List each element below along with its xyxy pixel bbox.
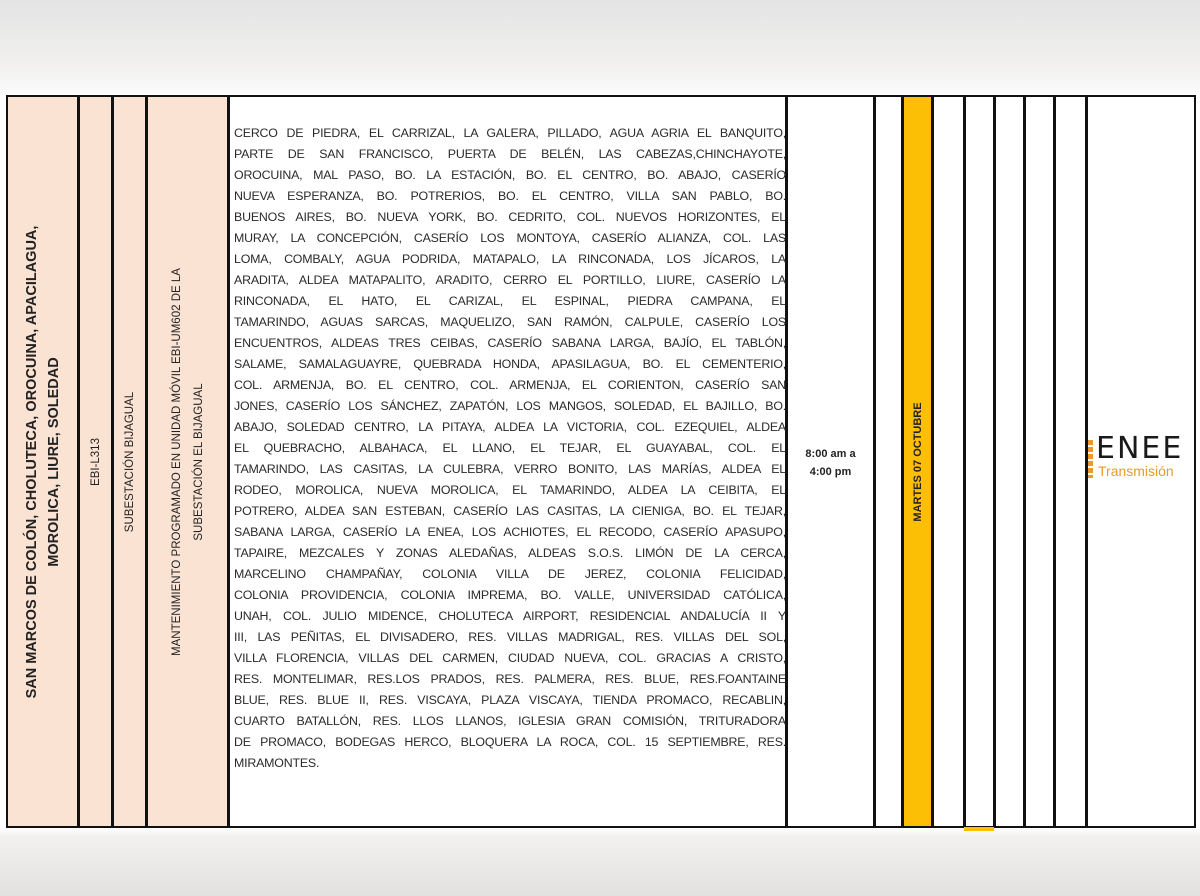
affected-areas-text: CERCO DE PIEDRA, EL CARRIZAL, LA GALERA,… [234, 123, 786, 774]
areas-line: COL. ARMENJA, BO. EL CENTRO, COL. ARMENJ… [234, 378, 786, 392]
areas-line: SALAME, SAMALAGUAYRE, QUEBRADA HONDA, AP… [234, 357, 786, 371]
circuit-cell: EBI-L313 [80, 97, 114, 826]
outage-table: SAN MARCOS DE COLÓN, CHOLUTECA, OROCUINA… [6, 95, 1196, 828]
date-cell: MARTES 07 OCTUBRE [904, 97, 934, 826]
areas-line: COLONIA PROVIDENCIA, COLONIA IMPREMA, BO… [234, 588, 786, 602]
areas-line: RINCONADA, EL HATO, EL CARIZAL, EL ESPIN… [234, 294, 786, 308]
areas-line: NUEVA ESPERANZA, BO. POTRERIOS, BO. EL C… [234, 189, 786, 203]
reason-cell: MANTENIMIENTO PROGRAMADO EN UNIDAD MÓVIL… [148, 97, 230, 826]
sectors-line: MOROLICA, LIURE, SOLEDAD [45, 356, 62, 567]
empty-cell [934, 97, 966, 826]
sectors-line: SAN MARCOS DE COLÓN, CHOLUTECA, OROCUINA… [23, 225, 40, 698]
sectors-cell: SAN MARCOS DE COLÓN, CHOLUTECA, OROCUINA… [8, 97, 80, 826]
circuit-code: EBI-L313 [89, 437, 102, 486]
empty-cell [996, 97, 1026, 826]
areas-line: ARADITA, ALDEA MATAPALITO, ARADITO, CERR… [234, 273, 786, 287]
areas-line: POTRERO, ALDEA SAN ESTEBAN, CASERÍO LAS … [234, 504, 786, 518]
areas-line: ENCUENTROS, ALDEAS TRES CEIBAS, CASERÍO … [234, 336, 786, 350]
areas-line: BUENOS AIRES, BO. NUEVA YORK, BO. CEDRIT… [234, 210, 786, 224]
areas-line: CERCO DE PIEDRA, EL CARRIZAL, LA GALERA,… [234, 126, 786, 140]
areas-line: TAPAIRE, MEZCALES Y ZONAS ALEDAÑAS, ALDE… [234, 546, 786, 560]
areas-line: UNAH, COL. JULIO MIDENCE, CHOLUTECA AIRP… [234, 609, 786, 623]
time-end: 4:00 pm [809, 466, 852, 478]
logo-subtitle: Transmisión [1098, 463, 1174, 479]
areas-cell [230, 97, 788, 826]
areas-line: TAMARINDO, AGUAS SARCAS, MAQUELIZO, SAN … [234, 315, 786, 329]
empty-cell [876, 97, 904, 826]
areas-line: TAMARINDO, LAS CASITAS, LA CULEBRA, VERR… [234, 462, 786, 476]
areas-line: EL QUEBRACHO, ALBAHACA, EL LLANO, EL TEJ… [234, 441, 786, 455]
areas-line: III, LAS PEÑITAS, EL DIVISADERO, RES. VI… [234, 630, 786, 644]
areas-line: BLUE, RES. BLUE II, RES. VISCAYA, PLAZA … [234, 693, 786, 707]
time-cell: 8:00 am a 4:00 pm [788, 97, 876, 826]
empty-cell [966, 97, 996, 826]
areas-line: PARTE DE SAN FRANCISCO, PUERTA DE BELÉN,… [234, 147, 786, 161]
areas-line: CUARTO BATALLÓN, RES. LLOS LLANOS, IGLES… [234, 714, 786, 728]
substation-name: SUBESTACIÓN BIJAGUAL [123, 391, 136, 532]
time-start: 8:00 am a [805, 448, 856, 460]
empty-cell [1026, 97, 1056, 826]
areas-line: DE PROMACO, BODEGAS HERCO, BLOQUERA LA R… [234, 735, 786, 749]
areas-line: JONES, CASERÍO LOS SÁNCHEZ, ZAPATÓN, LOS… [234, 399, 786, 413]
reason-line: MANTENIMIENTO PROGRAMADO EN UNIDAD MÓVIL… [170, 267, 183, 656]
areas-line: OROCUINA, MAL PASO, BO. LA ESTACIÓN, BO.… [234, 168, 786, 182]
substation-cell: SUBESTACIÓN BIJAGUAL [114, 97, 148, 826]
date-label: MARTES 07 OCTUBRE [911, 401, 924, 522]
areas-line: RODEO, MOROLICA, NUEVA MOROLICA, EL TAMA… [234, 483, 786, 497]
areas-line: RES. MONTELIMAR, RES.LOS PRADOS, RES. PA… [234, 672, 786, 686]
areas-line: MURAY, LA CONCEPCIÓN, CASERÍO LOS MONTOY… [234, 231, 786, 245]
logo-mark-icon [1088, 440, 1093, 478]
reason-line: SUBESTACIÓN EL BIJAGUAL [192, 382, 205, 541]
areas-line: MIRAMONTES. [234, 756, 320, 770]
areas-line: LOMA, COMBALY, AGUA PODRIDA, MATAPALO, L… [234, 252, 786, 266]
areas-line: VILLA FLORENCIA, VILLAS DEL CARMEN, CIUD… [234, 651, 786, 665]
logo-name: ENEE [1096, 431, 1184, 466]
areas-line: ABAJO, SOLEDAD CENTRO, LA PITAYA, ALDEA … [234, 420, 786, 434]
areas-line: MARCELINO CHAMPAÑAY, COLONIA VILLA DE JE… [234, 567, 786, 581]
yellow-marker [964, 827, 994, 831]
empty-cell [1056, 97, 1088, 826]
areas-line: SABANA LARGA, CASERÍO LA ENEA, LOS ACHIO… [234, 525, 786, 539]
